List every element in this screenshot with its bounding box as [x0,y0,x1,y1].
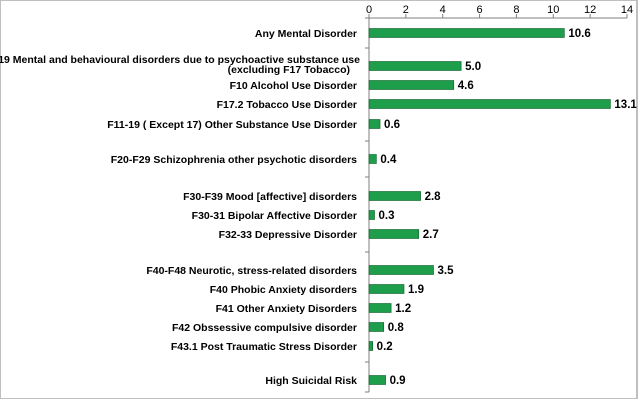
x-tick-label-2: 4 [440,4,446,16]
x-tick-label-7: 14 [621,4,633,16]
value-label-7: 0.3 [379,210,395,222]
value-label-2: 4.6 [458,80,474,92]
value-label-6: 2.8 [425,191,442,203]
labels-layer: 10.6 Any Mental Disorder 5.0 F10-F19 Mental… [0,28,637,387]
bar-11 [368,303,392,313]
bar-12 [368,322,385,332]
category-label-13: F43.1 Post Traumatic Stress Disorder [171,341,357,353]
x-tick-label-6: 12 [584,4,596,16]
bar-8 [368,229,420,239]
category-label-1: F10-F19 Mental and behavioural disorders… [0,54,360,76]
category-label-5: F20-F29 Schizophrenia other psychotic di… [111,154,357,166]
value-label-11: 1.2 [395,303,411,315]
bar-4 [368,119,381,129]
category-label-7: F30-31 Bipolar Affective Disorder [192,210,357,222]
bar-3 [368,99,611,109]
category-label-8: F32-33 Depressive Disorder [219,229,357,241]
bar-9 [368,265,434,275]
axis-layer: 0 2 4 6 8 10 12 14 [365,4,633,393]
x-tick-label-4: 8 [513,4,519,16]
x-tick-label-0: 0 [366,4,372,16]
bar-1 [368,61,462,71]
category-label-12: F42 Obssessive compulsive disorder [172,322,357,334]
category-label-3: F17.2 Tobacco Use Disorder [217,99,357,111]
bar-5 [368,154,377,164]
x-tick-label-3: 6 [477,4,483,16]
value-label-13: 0.2 [377,341,393,353]
value-label-3: 13.1 [614,99,637,111]
category-label-11: F41 Other Anxiety Disorders [216,303,358,315]
value-label-0: 10.6 [568,28,590,40]
value-label-10: 1.9 [408,284,424,296]
bar-7 [368,210,375,220]
value-label-4: 0.6 [384,119,400,131]
category-label-10: F40 Phobic Anxiety disorders [210,284,357,296]
category-label-0: Any Mental Disorder [255,28,357,40]
value-label-12: 0.8 [388,322,405,334]
category-label-2: F10 Alcohol Use Disorder [230,80,357,92]
bar-0 [368,28,565,38]
bar-13 [368,341,373,351]
x-tick-label-5: 10 [547,4,559,16]
x-tick-label-1: 2 [403,4,409,16]
value-label-9: 3.5 [438,265,455,277]
bar-2 [368,80,455,90]
value-label-8: 2.7 [423,229,439,241]
category-label-4: F11-19 ( Except 17) Other Substance Use … [107,119,357,131]
value-label-1: 5.0 [465,61,481,73]
value-label-5: 0.4 [380,154,397,166]
category-label-9: F40-F48 Neurotic, stress-related disorde… [146,265,357,277]
category-label-14: High Suicidal Risk [265,375,357,387]
bar-10 [368,284,405,294]
category-label-6: F30-F39 Mood [affective] disorders [183,191,357,203]
bars-layer [368,28,611,385]
value-label-14: 0.9 [390,375,406,387]
bar-14 [368,375,386,385]
bar-6 [368,191,421,201]
